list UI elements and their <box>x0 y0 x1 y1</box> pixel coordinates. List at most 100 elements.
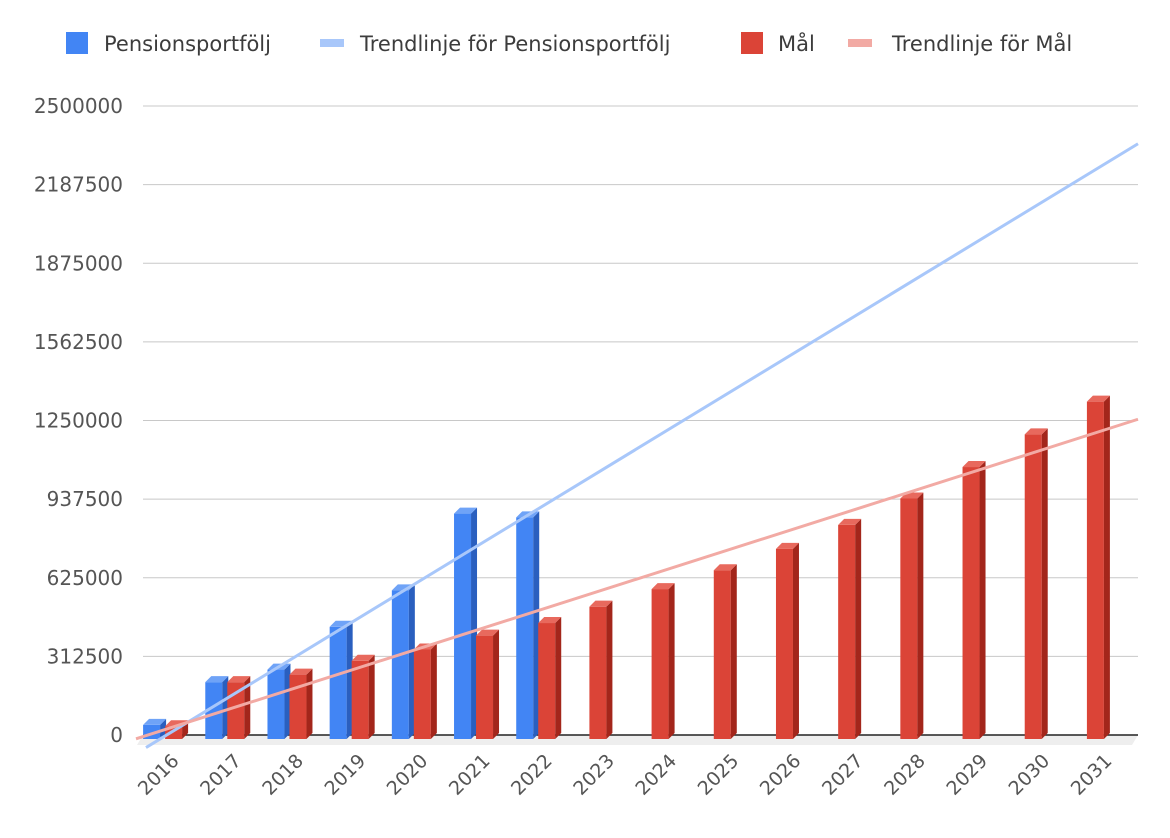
bar-pensionsportfolj <box>205 676 229 739</box>
bar-pensionsportfolj <box>516 511 540 739</box>
bar-mal <box>1086 395 1110 739</box>
y-tick-label: 0 <box>110 723 123 747</box>
bar-side <box>493 629 500 739</box>
bar-front <box>516 517 534 739</box>
x-tick-label: 2022 <box>507 750 557 800</box>
bar-mal <box>413 643 437 739</box>
plot-floor <box>137 734 1138 745</box>
bar-front <box>454 513 472 739</box>
bar-side <box>284 663 291 739</box>
bar-pensionsportfolj <box>454 507 478 739</box>
bar-front <box>391 590 409 739</box>
bar-pensionsportfolj <box>329 620 353 739</box>
bar-top <box>962 461 986 468</box>
bar-side <box>430 643 437 739</box>
x-tick-label: 2016 <box>134 750 184 800</box>
bar-front <box>329 626 347 739</box>
x-tick-label: 2031 <box>1067 750 1117 800</box>
y-tick-label: 2500000 <box>34 94 123 118</box>
bar-front <box>351 660 369 739</box>
x-tick-label: 2029 <box>942 750 992 800</box>
x-tick-label: 2030 <box>1005 750 1055 800</box>
y-tick-label: 625000 <box>47 566 123 590</box>
bar-mal <box>589 600 613 739</box>
bar-top <box>205 676 229 683</box>
y-tick-label: 2187500 <box>34 173 123 197</box>
bar-side <box>346 620 353 739</box>
bar-side <box>408 584 415 739</box>
bar-top <box>476 629 500 636</box>
floor-plane <box>137 735 1138 745</box>
bar-mal <box>775 542 799 739</box>
legend-swatch-trend-mal <box>848 39 872 47</box>
gridlines <box>143 105 1138 657</box>
y-tick-label: 1562500 <box>34 330 123 354</box>
bar-front <box>1086 401 1104 739</box>
bar-top <box>227 676 251 683</box>
legend-label-trend-pensionsportfolj: Trendlinje för Pensionsportfölj <box>359 32 670 56</box>
bar-side <box>855 518 862 739</box>
bar-front <box>1024 434 1042 739</box>
bar-mal <box>476 629 500 739</box>
bar-mal <box>1024 428 1048 739</box>
bar-mal <box>838 518 862 739</box>
x-tick-label: 2021 <box>445 750 495 800</box>
bar-side <box>244 676 251 739</box>
x-tick-label: 2017 <box>196 750 246 800</box>
bar-mal <box>900 492 924 739</box>
bar-side <box>668 583 675 739</box>
x-axis-labels: 2016 2017 2018 2019 2020 2021 2022 2023 2024 2025… <box>134 750 1117 800</box>
bar-side <box>306 668 313 739</box>
legend-swatch-trend-pensionsportfolj <box>320 39 344 47</box>
bar-side <box>917 492 924 739</box>
bar-front <box>476 635 494 739</box>
bar-side <box>1041 428 1048 739</box>
bar-front <box>713 570 731 739</box>
bar-top <box>589 600 613 607</box>
bar-top <box>1086 395 1110 402</box>
bar-side <box>533 511 540 739</box>
bar-top <box>838 518 862 525</box>
bar-front <box>267 669 285 739</box>
bar-mal <box>651 583 675 739</box>
x-tick-label: 2024 <box>631 750 681 800</box>
bar-top <box>454 507 478 514</box>
y-tick-label: 1250000 <box>34 409 123 433</box>
bar-front <box>651 589 669 739</box>
x-tick-label: 2018 <box>258 750 308 800</box>
y-tick-label: 312500 <box>47 644 123 668</box>
bar-mal <box>713 564 737 739</box>
bar-front <box>413 649 431 739</box>
bar-top <box>651 583 675 590</box>
bar-side <box>471 507 478 739</box>
bar-side <box>606 600 613 739</box>
bar-top <box>1024 428 1048 435</box>
x-tick-label: 2025 <box>694 750 744 800</box>
y-tick-label: 937500 <box>47 487 123 511</box>
bar-front <box>775 548 793 739</box>
y-tick-label: 1875000 <box>34 251 123 275</box>
bar-front <box>962 467 980 739</box>
x-tick-label: 2026 <box>756 750 806 800</box>
bar-front <box>589 606 607 739</box>
trendline-mal <box>135 417 1139 741</box>
legend-label-mal: Mål <box>778 31 815 56</box>
bar-top <box>351 654 375 661</box>
x-tick-label: 2020 <box>383 750 433 800</box>
legend-swatch-pensionsportfolj <box>66 32 88 54</box>
bars <box>143 395 1110 739</box>
legend-label-pensionsportfolj: Pensionsportfölj <box>104 32 271 56</box>
trendline-pensionsportfolj <box>145 142 1139 749</box>
bar-top <box>713 564 737 571</box>
bar-front <box>289 674 307 739</box>
y-axis-labels: 0 312500 625000 937500 1250000 1562500 1875000… <box>34 94 123 747</box>
legend: Pensionsportfölj Trendlinje för Pensions… <box>66 31 1072 56</box>
legend-label-trend-mal: Trendlinje för Mål <box>891 31 1072 56</box>
bar-pensionsportfolj <box>267 663 291 739</box>
bar-side <box>979 461 986 739</box>
bar-side <box>222 676 229 739</box>
bar-side <box>555 617 562 739</box>
bar-mal <box>289 668 313 739</box>
x-tick-label: 2028 <box>880 750 930 800</box>
